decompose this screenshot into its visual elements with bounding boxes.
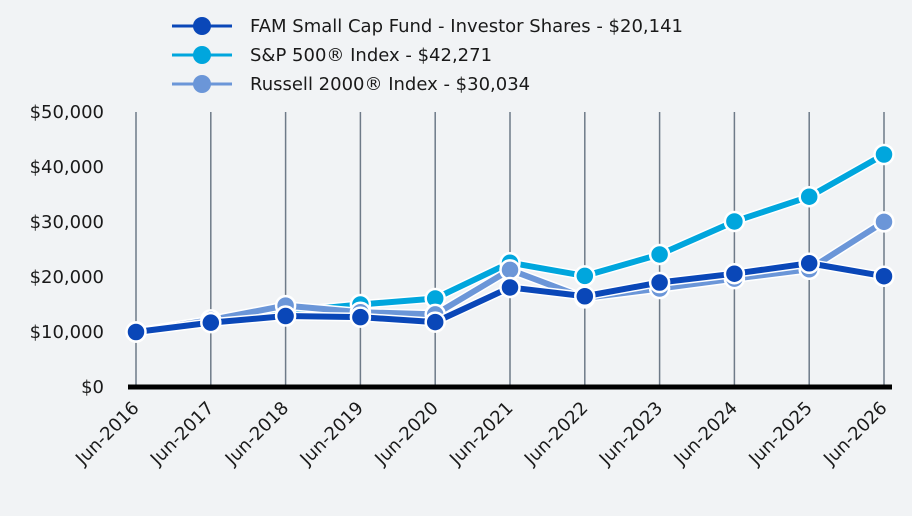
vertical-gridlines — [135, 112, 885, 387]
data-point — [873, 211, 895, 233]
data-point — [798, 252, 820, 274]
x-tick-label: Jun-2024 — [670, 398, 742, 470]
data-point — [574, 265, 596, 287]
x-tick-label: Jun-2022 — [520, 398, 592, 470]
data-point — [274, 305, 297, 327]
x-tick-label: Jun-2021 — [445, 398, 517, 470]
chart-legend: FAM Small Cap Fund - Investor Shares - $… — [172, 16, 683, 95]
legend-marker — [193, 17, 211, 35]
legend-label: S&P 500® Index - $42,271 — [250, 45, 492, 66]
y-tick-label: $40,000 — [30, 157, 104, 178]
x-tick-label: Jun-2023 — [595, 398, 667, 470]
legend-label: Russell 2000® Index - $30,034 — [250, 74, 530, 95]
y-tick-label: $10,000 — [30, 322, 104, 343]
data-point — [349, 306, 372, 328]
data-point — [873, 143, 895, 166]
chart-series — [125, 143, 895, 343]
legend-item: S&P 500® Index - $42,271 — [172, 45, 492, 66]
series-line — [125, 252, 895, 343]
data-point — [499, 276, 521, 299]
data-point — [723, 262, 746, 285]
x-tick-label: Jun-2026 — [819, 398, 891, 470]
data-point — [574, 285, 596, 307]
data-point — [648, 271, 671, 294]
data-point — [200, 311, 222, 334]
legend-item: Russell 2000® Index - $30,034 — [172, 74, 530, 95]
x-axis: Jun-2016 Jun-2017 Jun-2018 Jun-2019 Jun-2020… — [71, 398, 891, 470]
x-tick-label: Jun-2017 — [146, 398, 218, 470]
data-point — [424, 311, 446, 333]
y-axis: $0 $10,000 $20,000 $30,000 $40,000 $50,000 — [30, 102, 104, 398]
y-tick-label: $0 — [81, 377, 104, 398]
data-point — [873, 265, 895, 287]
data-point — [798, 185, 820, 208]
x-tick-label: Jun-2016 — [71, 398, 143, 470]
x-tick-label: Jun-2019 — [296, 398, 368, 470]
y-tick-label: $30,000 — [30, 212, 104, 233]
data-point — [499, 259, 521, 281]
data-point — [648, 243, 671, 266]
legend-label: FAM Small Cap Fund - Investor Shares - $… — [250, 16, 683, 37]
x-tick-label: Jun-2018 — [221, 398, 293, 470]
data-point — [723, 210, 746, 233]
data-point — [125, 321, 147, 343]
y-tick-label: $20,000 — [30, 267, 104, 288]
legend-marker — [193, 46, 211, 64]
y-tick-label: $50,000 — [30, 102, 104, 123]
x-tick-label: Jun-2020 — [370, 398, 442, 470]
x-tick-label: Jun-2025 — [744, 398, 816, 470]
legend-item: FAM Small Cap Fund - Investor Shares - $… — [172, 16, 683, 37]
legend-marker — [193, 75, 211, 93]
